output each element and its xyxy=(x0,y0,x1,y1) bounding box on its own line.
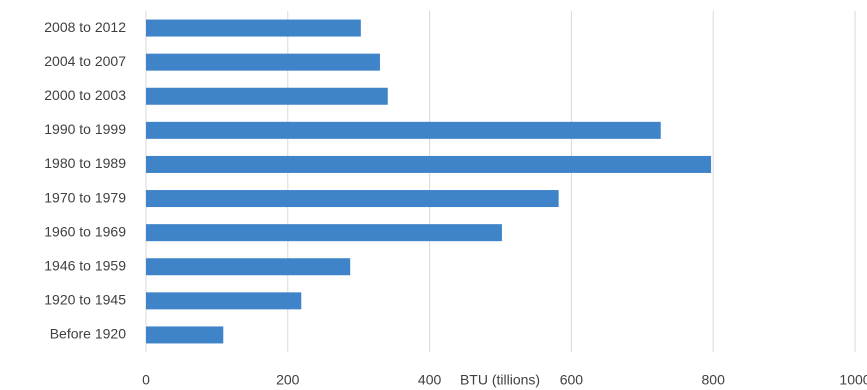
bar xyxy=(146,87,388,105)
bar xyxy=(146,292,302,310)
y-tick-label: 2008 to 2012 xyxy=(44,19,126,35)
bar xyxy=(146,121,661,139)
y-tick-label: 2000 to 2003 xyxy=(44,87,126,103)
x-tick-label: 0 xyxy=(142,372,150,388)
bar xyxy=(146,224,502,242)
bar xyxy=(146,258,351,276)
y-tick-label: Before 1920 xyxy=(50,326,126,342)
y-tick-label: 1980 to 1989 xyxy=(44,155,126,171)
bar xyxy=(146,326,224,344)
bar xyxy=(146,155,712,173)
bar xyxy=(146,190,559,208)
x-tick-label: 400 xyxy=(418,372,442,388)
y-tick-label: 1920 to 1945 xyxy=(44,292,126,308)
y-tick-label: 1970 to 1979 xyxy=(44,189,126,205)
x-tick-label: 600 xyxy=(560,372,584,388)
x-tick-label: 200 xyxy=(276,372,300,388)
bar xyxy=(146,19,361,37)
y-tick-label: 1960 to 1969 xyxy=(44,223,126,239)
y-tick-label: 2004 to 2007 xyxy=(44,53,126,69)
y-tick-label: 1946 to 1959 xyxy=(44,257,126,273)
x-tick-label: 1000 xyxy=(839,372,867,388)
y-tick-label: 1990 to 1999 xyxy=(44,121,126,137)
x-axis-title: BTU (tillions) xyxy=(460,372,540,388)
x-tick-label: 800 xyxy=(702,372,726,388)
bar xyxy=(146,53,380,71)
